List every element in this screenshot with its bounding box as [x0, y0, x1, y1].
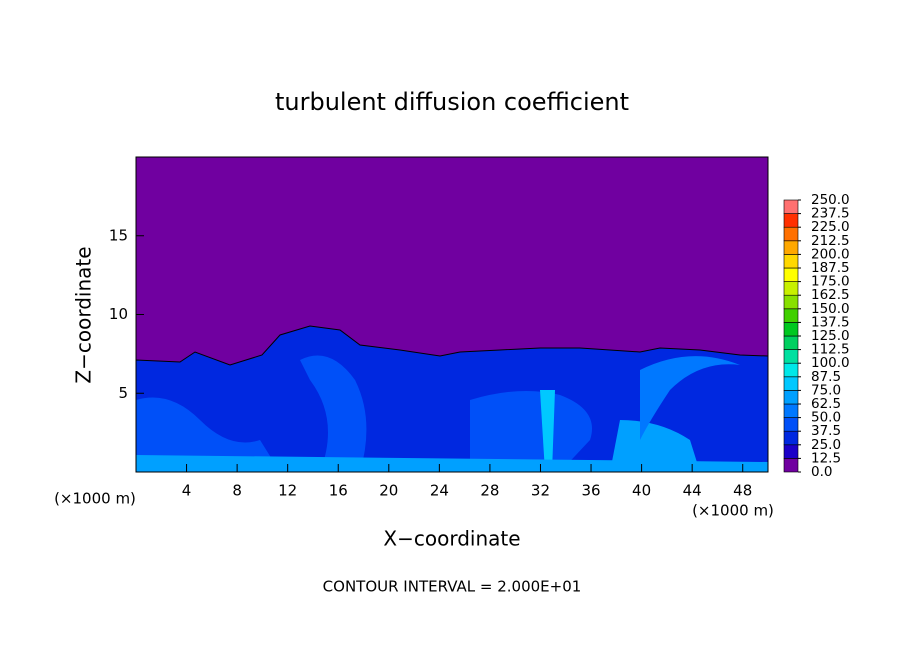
- colorbar-label: 37.5: [811, 423, 841, 439]
- colorbar-bin: [783, 294, 799, 310]
- colorbar-bin: [783, 240, 799, 255]
- colorbar-label: 62.5: [811, 396, 841, 412]
- colorbar-bin: [783, 444, 799, 459]
- field: [136, 157, 768, 472]
- chart-title: turbulent diffusion coefficient: [275, 88, 629, 116]
- colorbar-label: 175.0: [811, 274, 850, 290]
- colorbar-label: 250.0: [811, 192, 850, 208]
- x-tick-label: 32: [531, 482, 550, 500]
- colorbar-label: 212.5: [811, 233, 850, 249]
- colorbar-bin: [783, 362, 799, 378]
- x-tick-label: 44: [683, 482, 702, 500]
- footnote: CONTOUR INTERVAL = 2.000E+01: [323, 578, 582, 596]
- colorbar-label: 12.5: [811, 450, 841, 466]
- colorbar-bin: [783, 322, 799, 337]
- colorbar-label: 137.5: [811, 314, 850, 330]
- colorbar-bin: [783, 335, 799, 350]
- colorbar-bin: [783, 226, 799, 242]
- colorbar-label: 100.0: [811, 355, 850, 371]
- colorbar-bin: [783, 417, 799, 432]
- colorbar-bin: [783, 213, 799, 228]
- colorbar-label: 125.0: [811, 328, 850, 344]
- colorbar-bin: [783, 403, 799, 418]
- y-tick-label: 15: [109, 226, 128, 244]
- colorbar-label: 75.0: [811, 382, 841, 398]
- colorbar-bin: [783, 390, 799, 405]
- colorbar-label: 50.0: [811, 410, 841, 426]
- y-axis-label: Z−coordinate: [72, 246, 96, 383]
- x-tick-label: 12: [278, 482, 297, 500]
- colorbar-bin: [783, 267, 799, 282]
- colorbar-label: 237.5: [811, 206, 850, 222]
- colorbar-bin: [783, 349, 799, 364]
- colorbar-label: 0.0: [811, 464, 832, 480]
- y-unit: (×1000 m): [54, 490, 136, 508]
- x-tick-label: 4: [182, 482, 192, 500]
- colorbar-label: 150.0: [811, 301, 850, 317]
- colorbar-label: 225.0: [811, 219, 850, 235]
- colorbar-label: 200.0: [811, 246, 850, 262]
- y-tick-label: 10: [109, 305, 128, 323]
- colorbar-bin: [783, 199, 799, 214]
- colorbar-label: 162.5: [811, 287, 850, 303]
- x-tick-label: 8: [232, 482, 242, 500]
- x-axis-label: X−coordinate: [383, 527, 520, 551]
- colorbar-label: 25.0: [811, 437, 841, 453]
- colorbar-label: 87.5: [811, 369, 841, 385]
- colorbar-bin: [783, 308, 799, 323]
- x-tick-label: 40: [632, 482, 651, 500]
- colorbar-bin: [783, 458, 799, 473]
- x-tick-label: 20: [379, 482, 398, 500]
- y-tick-label: 5: [118, 384, 128, 402]
- x-tick-label: 16: [329, 482, 348, 500]
- colorbar-bin: [783, 430, 799, 446]
- x-tick-label: 48: [733, 482, 752, 500]
- x-tick-label: 28: [480, 482, 499, 500]
- x-unit: (×1000 m): [692, 502, 774, 520]
- colorbar-bin: [783, 254, 799, 269]
- colorbar-label: 187.5: [811, 260, 850, 276]
- x-tick-label: 36: [581, 482, 600, 500]
- x-tick-label: 24: [430, 482, 449, 500]
- colorbar-bin: [783, 376, 799, 391]
- colorbar-label: 112.5: [811, 342, 850, 358]
- colorbar-bin: [783, 281, 799, 296]
